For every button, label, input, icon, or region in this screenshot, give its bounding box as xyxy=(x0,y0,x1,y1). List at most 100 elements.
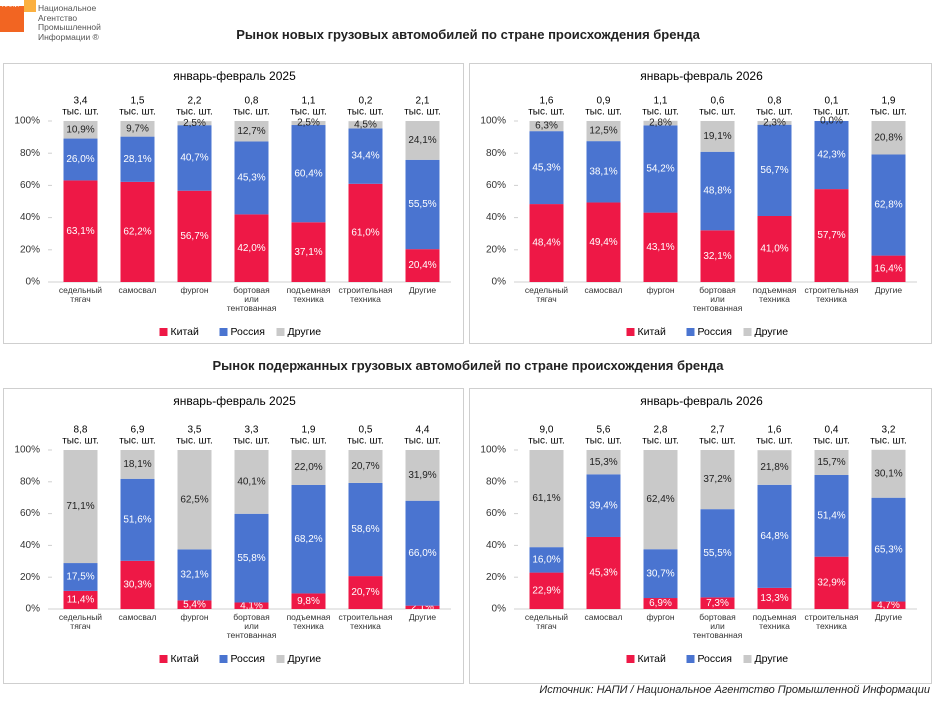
y-tick-label: 20% xyxy=(486,572,506,583)
bar-segment xyxy=(586,474,621,537)
bar-segment xyxy=(177,549,212,601)
y-tick-label: 60% xyxy=(486,180,506,191)
x-tick-label: строительная техника xyxy=(338,613,393,631)
data-label: 20,8% xyxy=(874,132,902,143)
bar-segment xyxy=(177,600,212,609)
bar-segment xyxy=(757,215,792,282)
bar-total: 0,8 xyxy=(768,96,782,107)
legend-label: Другие xyxy=(288,653,322,665)
bar-total-unit: тыс. шт. xyxy=(404,436,441,447)
legend-swatch xyxy=(686,328,695,336)
x-tick-label-box: самосвал xyxy=(585,613,623,622)
bar-total-unit: тыс. шт. xyxy=(404,107,441,118)
bar-segment xyxy=(814,556,849,609)
data-label: 21,8% xyxy=(760,462,788,473)
bar-total: 3,3 xyxy=(245,425,259,436)
bar-total: 1,9 xyxy=(882,96,896,107)
data-label: 2,8% xyxy=(649,118,672,129)
y-tick-label: 80% xyxy=(486,148,506,159)
bar-segment xyxy=(757,121,792,125)
bar-segment xyxy=(348,121,383,129)
data-label: 24,1% xyxy=(408,135,436,146)
bar-total: 2,8 xyxy=(654,425,668,436)
bar-segment xyxy=(234,450,269,514)
bar-total-unit: тыс. шт. xyxy=(233,436,270,447)
x-tick-label: седельный тягач xyxy=(524,613,569,631)
bar-segment xyxy=(871,121,906,155)
legend-label: Россия xyxy=(231,326,265,338)
bar-segment xyxy=(120,560,155,609)
bar-total: 0,1 xyxy=(825,96,839,107)
data-label: 51,4% xyxy=(817,510,845,521)
bar-segment xyxy=(871,255,906,282)
data-label: 54,2% xyxy=(646,164,674,175)
bar-segment xyxy=(234,121,269,142)
bar-segment xyxy=(700,509,735,598)
data-label: 16,4% xyxy=(874,263,902,274)
data-label: 55,8% xyxy=(237,553,265,564)
bar-total-unit: тыс. шт. xyxy=(813,107,850,118)
bar-segment xyxy=(871,601,906,609)
x-tick-label-box: фургон xyxy=(646,286,674,295)
bar-total-unit: тыс. шт. xyxy=(119,107,156,118)
bar-total: 1,1 xyxy=(654,96,668,107)
legend-swatch xyxy=(276,655,285,663)
x-tick-label: фургон xyxy=(180,613,209,622)
x-tick-label-box: строительная техника xyxy=(338,286,392,304)
logo-square xyxy=(24,0,36,12)
bar-segment xyxy=(405,249,440,282)
bar-total: 0,9 xyxy=(597,96,611,107)
bar-total-unit: тыс. шт. xyxy=(585,436,622,447)
data-label: 43,1% xyxy=(646,242,674,253)
bar-segment xyxy=(586,121,621,142)
x-tick-label-box: подъемная техника xyxy=(287,286,331,304)
data-label: 62,4% xyxy=(646,494,674,505)
bar-total: 5,6 xyxy=(597,425,611,436)
y-tick-label: 0% xyxy=(26,277,41,288)
data-label: 15,7% xyxy=(817,457,845,468)
bar-segment xyxy=(63,121,98,139)
bar-segment xyxy=(814,474,849,557)
legend-label: Россия xyxy=(698,653,732,665)
bar-total-unit: тыс. шт. xyxy=(119,436,156,447)
bar-total-unit: тыс. шт. xyxy=(642,436,679,447)
data-label: 20,7% xyxy=(351,587,379,598)
source-note: Источник: НАПИ / Национальное Агентство … xyxy=(539,684,930,696)
bar-segment xyxy=(643,549,678,599)
x-tick-label-box: подъемная техника xyxy=(753,613,797,631)
bar-total-unit: тыс. шт. xyxy=(870,107,907,118)
data-label: 4,1% xyxy=(240,600,263,611)
x-tick-label-box: подъемная техника xyxy=(287,613,331,631)
bar-segment xyxy=(405,159,440,250)
bar-segment xyxy=(586,141,621,203)
y-tick-label: 60% xyxy=(486,508,506,519)
bar-total: 2,2 xyxy=(188,96,202,107)
x-tick-label: бортовая или тентованная xyxy=(692,613,743,640)
logo-abbr: НАПИ xyxy=(2,3,19,9)
bar-total-unit: тыс. шт. xyxy=(756,107,793,118)
x-tick-label-box: строительная техника xyxy=(804,613,858,631)
bar-total-unit: тыс. шт. xyxy=(290,107,327,118)
bar-total: 0,5 xyxy=(359,425,373,436)
bar-segment xyxy=(700,597,735,609)
data-label: 61,0% xyxy=(351,228,379,239)
x-tick-label-box: Другие xyxy=(409,286,436,295)
x-tick-label-box: бортовая или тентованная xyxy=(693,286,743,313)
legend-swatch xyxy=(743,328,752,336)
legend-label: Китай xyxy=(638,326,667,338)
x-tick-label: Другие xyxy=(874,613,903,622)
x-tick-label: самосвал xyxy=(584,286,623,295)
legend-label: Китай xyxy=(171,653,200,665)
bar-segment xyxy=(120,478,155,561)
bar-total-unit: тыс. шт. xyxy=(62,107,99,118)
data-label: 28,1% xyxy=(123,154,151,165)
bar-segment xyxy=(177,125,212,191)
bar-segment xyxy=(757,124,792,216)
logo-square xyxy=(0,6,24,32)
data-label: 34,4% xyxy=(351,151,379,162)
data-label: 55,5% xyxy=(703,548,731,559)
data-label: 48,8% xyxy=(703,186,731,197)
data-label: 22,0% xyxy=(294,462,322,473)
legend-swatch xyxy=(686,655,695,663)
legend-swatch xyxy=(219,655,228,663)
